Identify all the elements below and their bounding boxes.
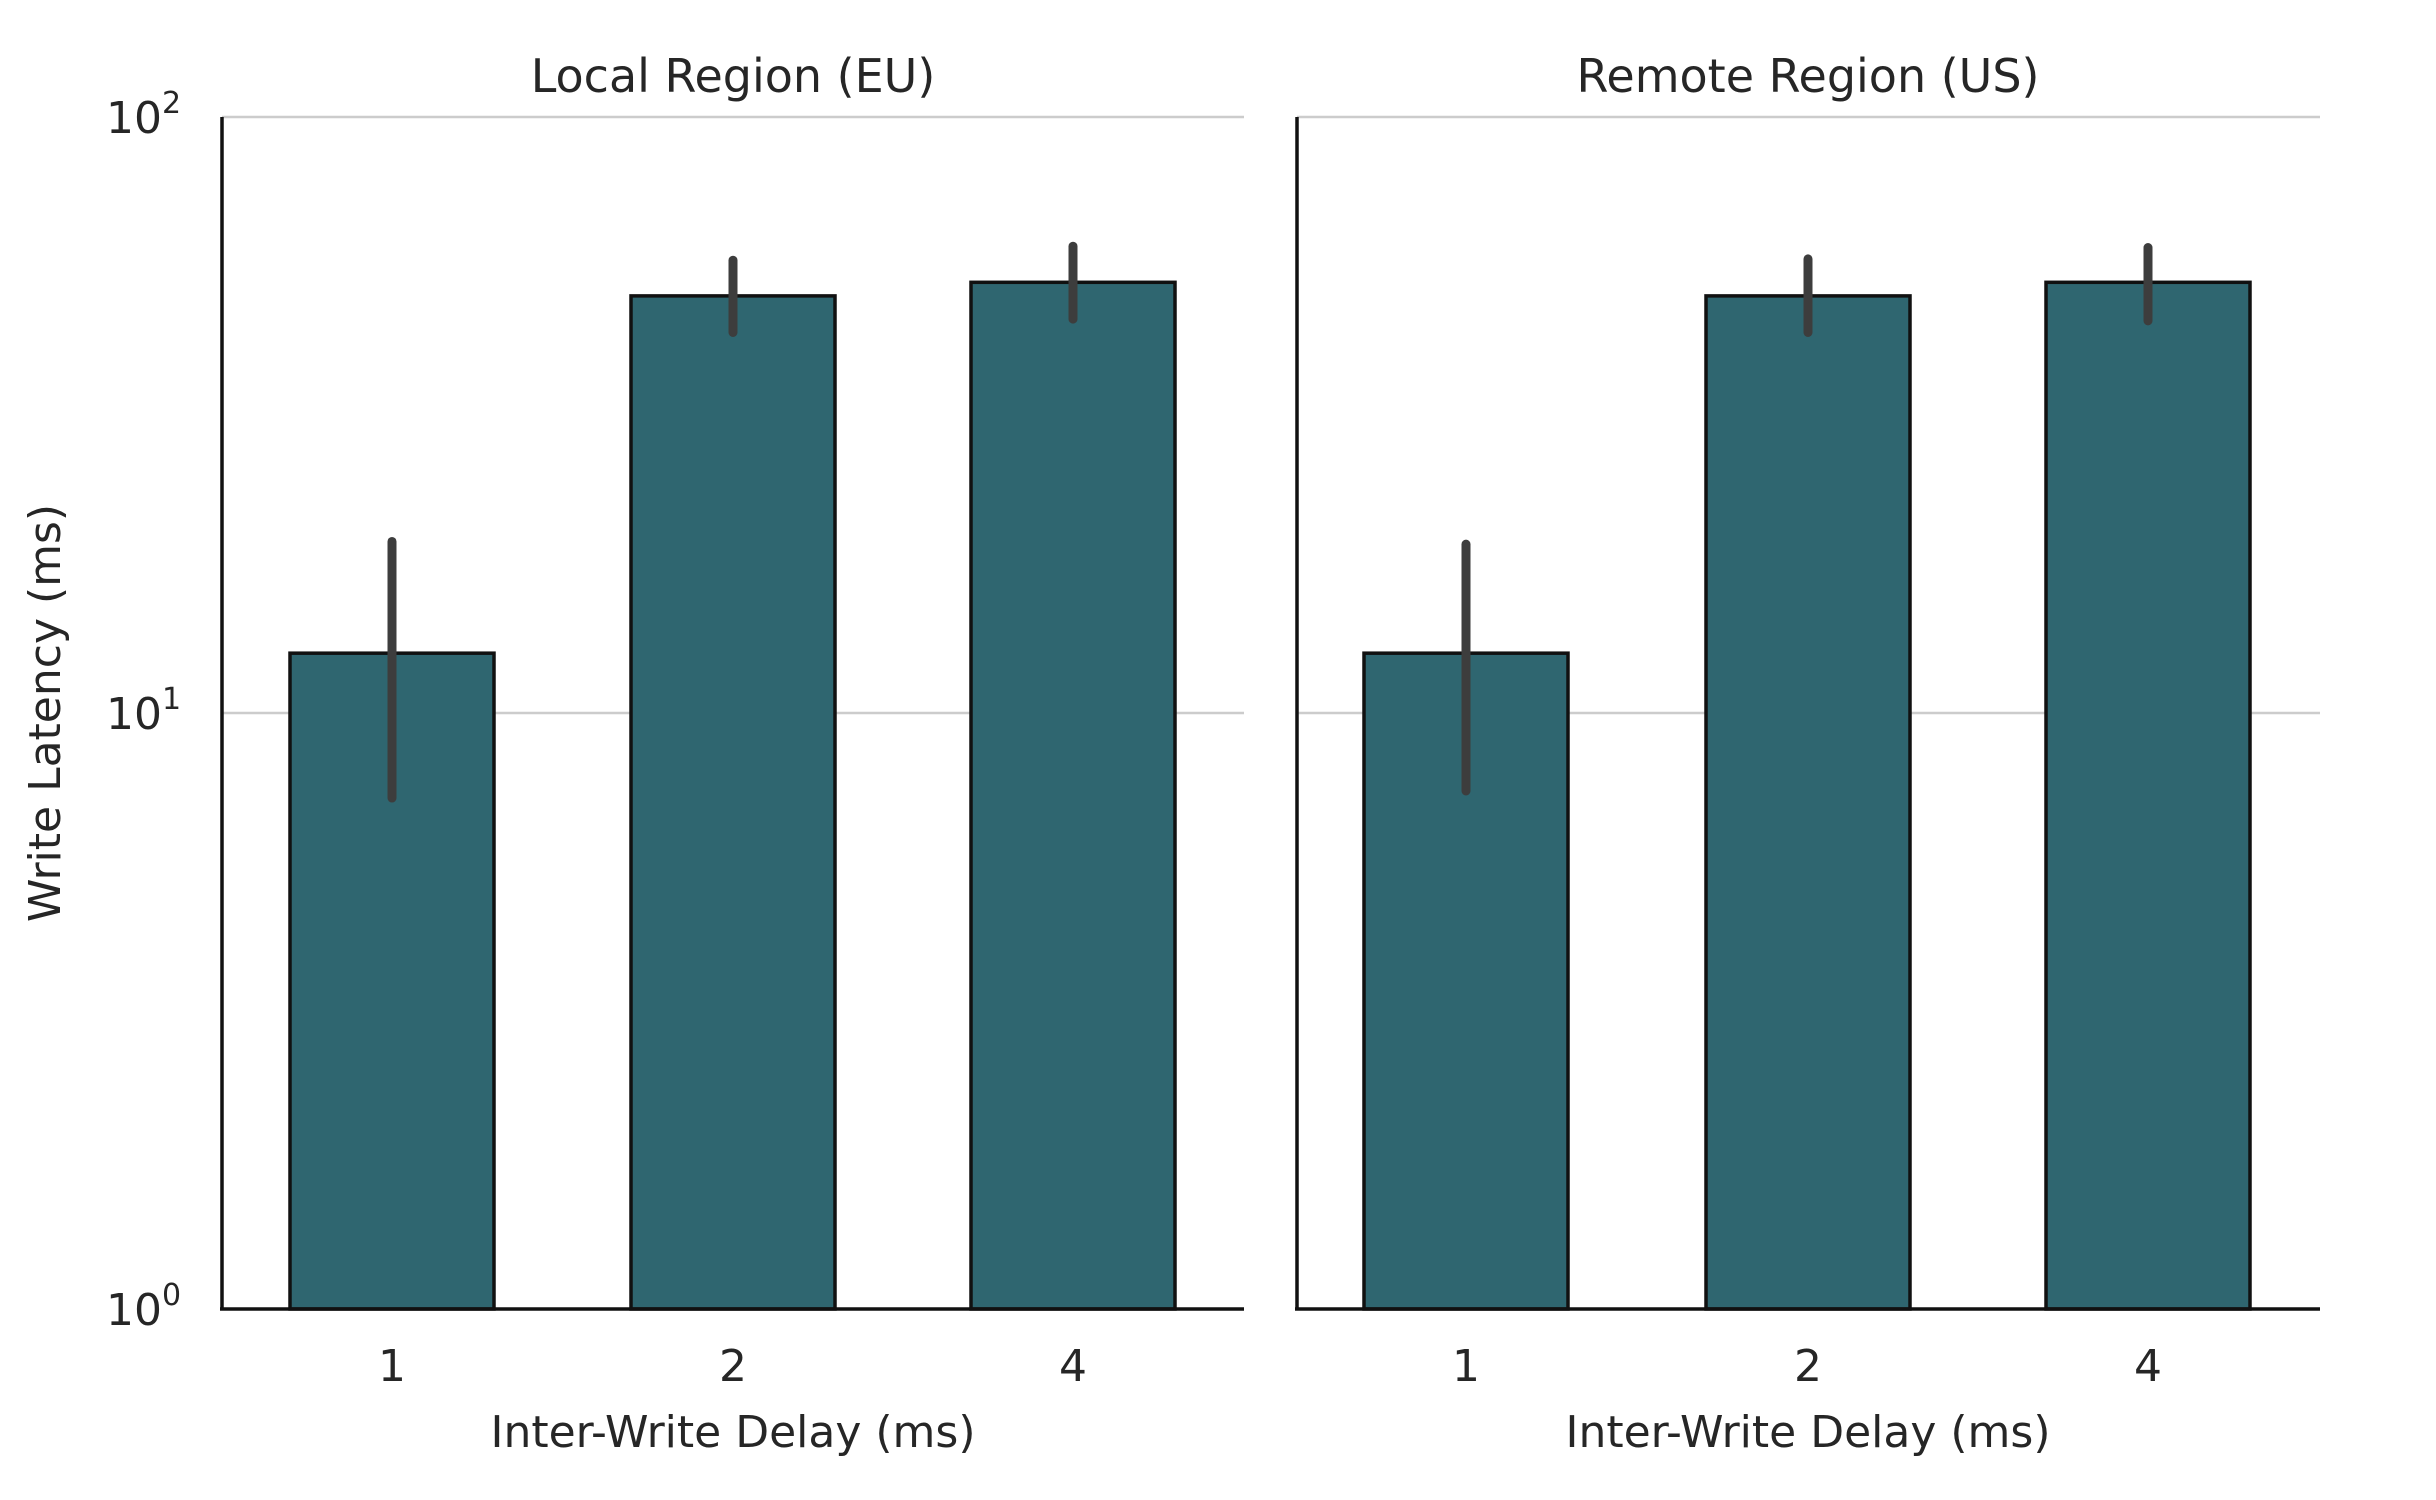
bar [629,294,837,1311]
x-tick-labels: 1 2 4 [378,1341,1087,1392]
axes [220,117,1244,1311]
y-axis-label: Write Latency (ms) [20,504,71,922]
x-tick-label: 2 [1794,1341,1822,1392]
bar [969,280,1177,1311]
x-tick-label: 4 [1059,1341,1087,1392]
y-tick-label: 101 [106,682,181,740]
error-bars [1461,243,2153,796]
y-tick-exponent: 0 [162,1278,181,1313]
y-tick-label: 100 [106,1278,181,1336]
y-tick-label: 102 [106,86,181,144]
bars [1362,280,2252,1311]
x-axis-label: Inter-Write Delay (ms) [491,1407,976,1458]
error-bars [387,241,1078,803]
y-tick-exponent: 1 [162,682,181,717]
x-axis-label: Inter-Write Delay (ms) [1566,1407,2051,1458]
panel-title: Remote Region (US) [1577,49,2040,103]
x-tick-label: 1 [1452,1341,1480,1392]
y-tick-exponent: 2 [162,86,181,121]
axes [1295,117,2320,1311]
x-tick-label: 1 [378,1341,406,1392]
x-tick-label: 2 [719,1341,747,1392]
bar [1704,294,1912,1311]
panel-title: Local Region (EU) [531,49,936,103]
bar [2044,280,2252,1311]
x-tick-label: 4 [2134,1341,2162,1392]
panel-remote: Remote Region (US) 1 2 4 Inter-Write Delay… [1295,49,2320,1458]
bars [288,280,1177,1311]
x-tick-labels: 1 2 4 [1452,1341,2162,1392]
